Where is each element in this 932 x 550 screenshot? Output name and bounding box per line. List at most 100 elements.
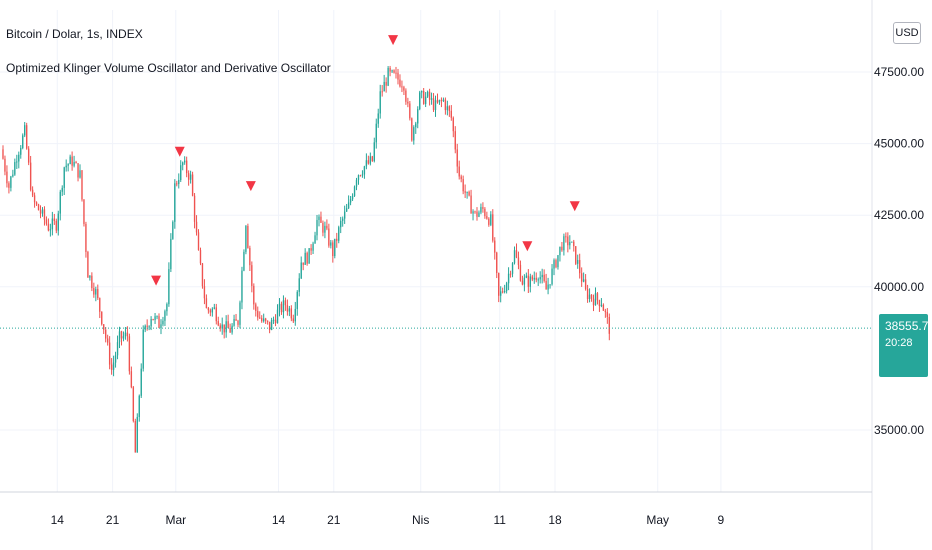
symbol-title: Bitcoin / Dolar, 1s, INDEX — [6, 27, 143, 41]
candle-body — [249, 247, 251, 266]
candle-body — [170, 238, 172, 270]
candle-body — [14, 162, 16, 175]
candle-body — [484, 208, 486, 217]
candle-body — [515, 250, 518, 258]
candle-body — [211, 308, 214, 313]
candle-body — [136, 416, 138, 453]
candle-body — [195, 221, 198, 233]
candle-body — [359, 175, 362, 177]
candle-body — [105, 329, 107, 339]
candle-body — [162, 320, 164, 325]
y-tick-label: 45000.00 — [874, 137, 924, 151]
candle-body — [488, 218, 490, 225]
candle-body — [280, 303, 283, 313]
candle-body — [553, 260, 555, 269]
candle-body — [486, 216, 488, 219]
candle-body — [375, 123, 377, 143]
candle-body — [146, 325, 148, 327]
currency-button[interactable]: USD — [893, 22, 921, 44]
candle-body — [259, 317, 261, 319]
candle-body — [288, 308, 291, 312]
candle-body — [95, 289, 97, 295]
candle-body — [565, 236, 567, 238]
candle-body — [79, 170, 81, 178]
candle-body — [49, 229, 52, 231]
candle-body — [247, 226, 249, 248]
candle-body — [353, 186, 356, 196]
candle-body — [547, 284, 549, 290]
candle-body — [397, 72, 399, 80]
candle-body — [126, 332, 129, 337]
candle-body — [116, 342, 119, 356]
candle-body — [130, 371, 133, 388]
candle-body — [185, 160, 188, 174]
candle-body — [537, 279, 539, 281]
last-price-label: 38555.77 20:28 — [879, 314, 932, 377]
candle-body — [521, 280, 524, 285]
x-tick-label: Mar — [165, 513, 186, 527]
candle-body — [142, 329, 144, 369]
candle-body — [393, 70, 395, 73]
candle-body — [110, 364, 113, 370]
candle-body — [124, 332, 127, 337]
candle-body — [507, 273, 510, 284]
candle-body — [237, 320, 239, 325]
candle-body — [207, 308, 210, 311]
candle-body — [176, 183, 178, 185]
candle-body — [150, 319, 152, 327]
candle-body — [91, 275, 93, 289]
candle-body — [103, 324, 105, 330]
candle-body — [229, 328, 231, 333]
candle-body — [45, 219, 48, 224]
candle-body — [500, 291, 502, 296]
candle-body — [71, 156, 73, 166]
candle-body — [292, 318, 294, 322]
candle-body — [27, 148, 30, 163]
sell-signal-marker — [245, 181, 256, 192]
candle-body — [128, 336, 131, 372]
candle-body — [385, 81, 387, 86]
candle-body — [417, 109, 419, 124]
candle-body — [363, 166, 366, 175]
candle-body — [87, 251, 89, 278]
candle-body — [472, 211, 474, 214]
x-tick-label: 21 — [327, 513, 341, 527]
candle-body — [569, 242, 571, 246]
candle-body — [261, 318, 263, 322]
candle-body — [480, 207, 482, 213]
candle-body — [245, 226, 247, 252]
candle-body — [409, 103, 411, 119]
candle-body — [53, 218, 56, 221]
candle-body — [268, 321, 271, 330]
candle-body — [592, 298, 595, 306]
candle-body — [99, 298, 101, 312]
candle-body — [602, 304, 605, 311]
candle-body — [298, 278, 300, 292]
candle-body — [193, 195, 196, 222]
sell-signal-marker — [151, 275, 162, 286]
candle-body — [419, 92, 421, 110]
candle-body — [490, 214, 492, 225]
candle-body — [69, 156, 71, 165]
candle-body — [178, 179, 180, 185]
candle-body — [164, 311, 166, 321]
candle-body — [403, 87, 405, 91]
candle-body — [399, 79, 401, 87]
candle-body — [310, 248, 312, 251]
last-price-value: 38555.77 — [885, 319, 932, 333]
indicator-name[interactable]: Optimized Klinger Volume Oscillator and … — [6, 61, 331, 75]
sell-signal-marker — [522, 241, 533, 252]
candle-body — [81, 170, 83, 200]
candle-body — [253, 285, 255, 305]
candle-body — [401, 86, 403, 88]
candle-body — [349, 199, 352, 203]
candle-body — [332, 242, 334, 257]
candle-body — [326, 225, 328, 229]
candle-body — [120, 331, 123, 339]
candle-body — [270, 320, 273, 330]
candle-body — [426, 91, 429, 97]
candle-body — [209, 310, 212, 313]
candle-body — [452, 117, 454, 132]
candle-body — [4, 158, 6, 172]
